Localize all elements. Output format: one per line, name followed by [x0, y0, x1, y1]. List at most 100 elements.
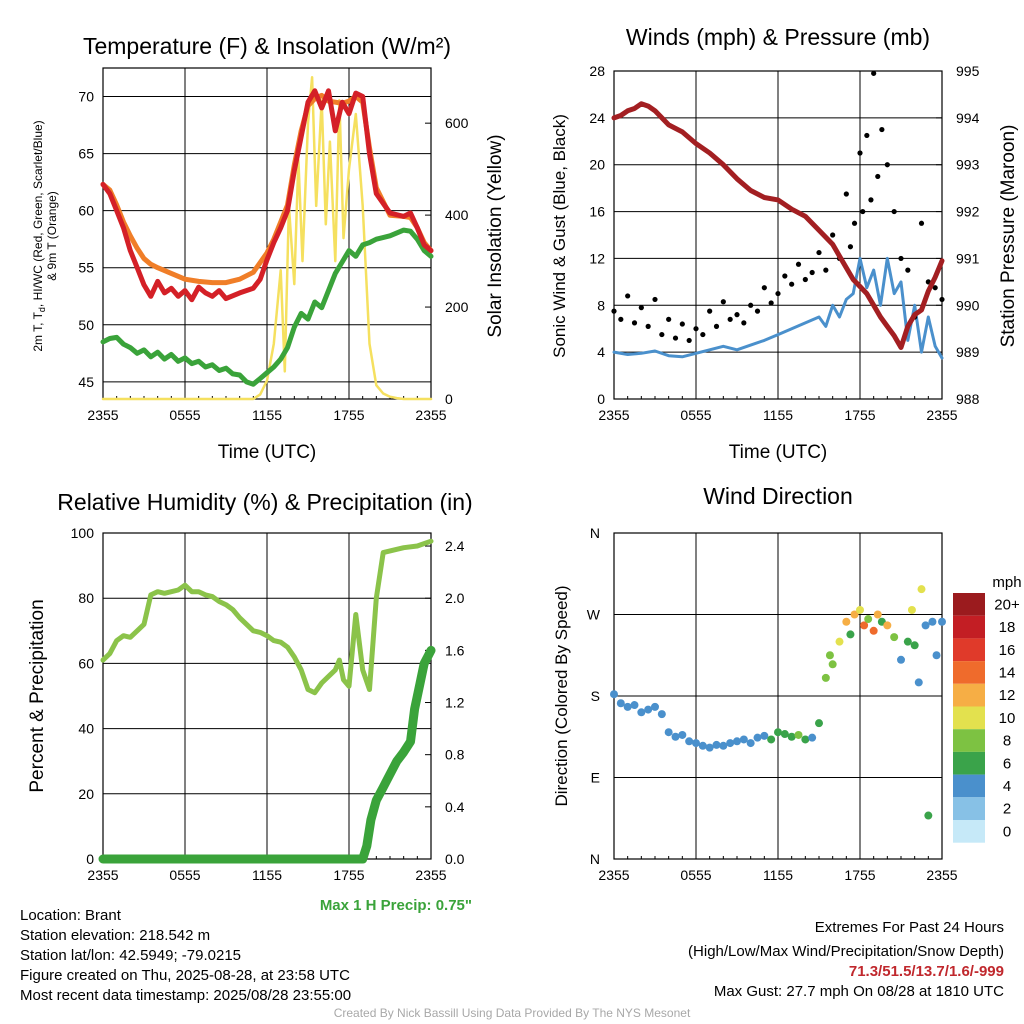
gust-point: [809, 269, 815, 276]
y2-tick-label: 0.4: [445, 799, 465, 815]
direction-point: [828, 660, 837, 669]
y2-tick-label: 400: [445, 207, 469, 223]
gust-point: [618, 316, 624, 322]
legend-swatch: [953, 797, 985, 820]
gust-point: [720, 299, 726, 305]
wdir-ylabel-left: Direction (Colored By Speed): [552, 585, 571, 806]
gust-point: [659, 331, 665, 338]
extremes-info: Extremes For Past 24 Hours (High/Low/Max…: [688, 918, 1004, 1002]
direction-point: [815, 719, 823, 728]
direction-point: [678, 730, 687, 739]
direction-point: [869, 626, 878, 635]
legend-swatch: [953, 706, 985, 730]
y-tick-label: 70: [78, 89, 94, 105]
gust-point: [734, 312, 740, 318]
temperature-ylabel-right: Solar Insolation (Yellow): [485, 134, 506, 337]
legend-label: 10: [999, 710, 1016, 727]
y-tick-label: E: [591, 770, 600, 786]
gust-point: [638, 305, 644, 311]
x-tick-label: 1155: [763, 867, 793, 883]
y-tick-label: 0: [597, 391, 605, 407]
legend-swatch: [953, 774, 985, 798]
y2-tick-label: 988: [956, 391, 980, 407]
x-tick-label: 0555: [680, 407, 711, 423]
legend-label: 6: [1003, 755, 1011, 772]
y2-tick-label: 200: [445, 299, 469, 315]
x-tick-label: 1755: [333, 407, 364, 423]
y2-tick-label: 994: [956, 110, 980, 126]
legend-swatch: [953, 638, 985, 662]
winds-ylabel-right: Station Pressure (Maroon): [998, 125, 1019, 348]
created-text: Figure created on Thu, 2025-08-28, at 23…: [20, 967, 350, 984]
direction-point: [860, 621, 869, 630]
y-tick-label: 24: [589, 110, 605, 126]
y2-tick-label: 600: [445, 115, 469, 131]
winds-xlabel: Time (UTC): [729, 442, 828, 463]
legend-label: 4: [1003, 778, 1011, 795]
direction-point: [835, 637, 844, 646]
gust-point: [879, 126, 885, 133]
direction-point: [651, 702, 659, 711]
legend-swatch: [953, 615, 985, 639]
gust-point: [686, 337, 692, 344]
gust-point: [860, 208, 866, 215]
direction-point: [726, 739, 735, 748]
y-tick-label: 60: [78, 203, 94, 219]
direction-point: [903, 637, 912, 646]
y-tick-label: S: [591, 688, 600, 704]
direction-point: [753, 733, 762, 742]
x-tick-label: 1155: [252, 407, 282, 423]
x-tick-label: 2355: [415, 407, 446, 423]
direction-point: [808, 733, 817, 742]
gust-point: [713, 323, 720, 329]
y-tick-label: 20: [78, 786, 94, 802]
x-tick-label: 2355: [926, 867, 957, 883]
x-tick-label: 0555: [169, 867, 200, 883]
gust-point: [707, 308, 713, 314]
direction-point: [921, 621, 930, 630]
gust-point: [816, 249, 822, 256]
y2-tick-label: 992: [956, 204, 980, 220]
direction-point: [685, 737, 694, 746]
direction-point: [801, 735, 810, 744]
gust-point: [679, 321, 685, 327]
gust-point: [875, 173, 881, 180]
y2-tick-label: 1.6: [445, 642, 465, 658]
direction-point: [733, 737, 741, 746]
legend-label: 18: [999, 619, 1016, 636]
plot-frame: [613, 70, 943, 400]
legend-swatch: [953, 683, 985, 707]
x-tick-label: 0555: [680, 867, 711, 883]
series-2m-t: [100, 88, 434, 303]
direction-point: [821, 673, 830, 682]
direction-point: [637, 708, 646, 717]
gust-point: [625, 293, 631, 299]
y-tick-label: N: [590, 525, 600, 541]
winds-ylabel-left: Sonic Wind & Gust (Blue, Black): [550, 114, 569, 358]
legend-swatch: [953, 729, 985, 752]
y-tick-label: 80: [78, 590, 94, 606]
gust-point: [789, 281, 795, 287]
direction-point: [825, 651, 834, 660]
rh-title: Relative Humidity (%) & Precipitation (i…: [57, 489, 472, 515]
legend-swatch: [953, 820, 985, 843]
y-tick-label: 100: [71, 525, 95, 541]
y2-tick-label: 990: [956, 297, 980, 313]
direction-point: [692, 739, 700, 748]
direction-point: [787, 732, 796, 741]
temperature-title: Temperature (F) & Insolation (W/m²): [83, 33, 451, 59]
gust-point: [932, 285, 938, 291]
gust-point: [847, 244, 854, 250]
direction-point: [610, 690, 618, 699]
y-tick-label: 8: [597, 297, 605, 313]
latlon-text: Station lat/lon: 42.5949; -79.0215: [20, 947, 242, 964]
wdir-panel: Wind Direction Direction (Colored By Spe…: [552, 483, 1022, 883]
extremes-values: 71.3/51.5/13.7/1.6/-999: [848, 963, 1004, 980]
legend-swatch: [953, 661, 985, 684]
location-text: Location: Brant: [20, 907, 121, 924]
gust-point: [884, 162, 890, 168]
direction-point: [928, 617, 937, 626]
direction-point: [739, 735, 748, 744]
y-tick-label: 50: [78, 317, 94, 333]
rh-ylabel-left: Percent & Precipitation: [27, 599, 48, 792]
